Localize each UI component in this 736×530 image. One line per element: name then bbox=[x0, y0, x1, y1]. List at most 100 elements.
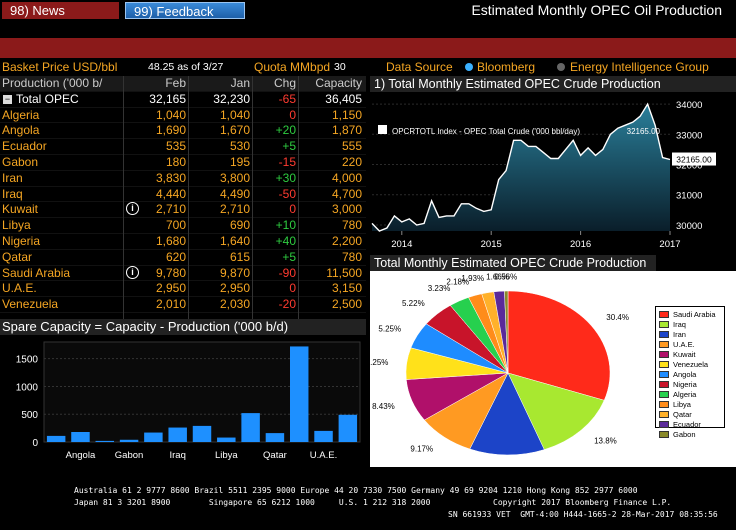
footer-session-line: SN 661933 VET GMT-4:00 H444-1665-2 28-Ma… bbox=[448, 510, 718, 519]
legend-label: Venezuela bbox=[673, 359, 709, 369]
legend-item: Saudi Arabia bbox=[659, 309, 721, 319]
pie-value-label: 0.56% bbox=[495, 272, 518, 281]
pie-value-label: 5.22% bbox=[402, 299, 425, 308]
col-header-chg[interactable]: Chg bbox=[273, 76, 296, 90]
basket-price-label: Basket Price USD/bbl bbox=[2, 60, 118, 74]
table-row[interactable]: U.A.E. 2,950 2,950 0 3,150 bbox=[0, 281, 366, 298]
legend-label: U.A.E. bbox=[673, 339, 695, 349]
legend-swatch bbox=[659, 410, 669, 418]
bar-iran bbox=[144, 432, 163, 442]
table-row[interactable]: Ecuador 535 530 +5 555 bbox=[0, 139, 366, 155]
legend-label: Ecuador bbox=[673, 419, 701, 429]
col-header-name[interactable]: Production ('000 b/ bbox=[2, 76, 103, 90]
row-jan: 2,950 bbox=[219, 281, 250, 296]
row-feb: 1,690 bbox=[155, 123, 186, 138]
pie-slice-iran bbox=[469, 372, 545, 456]
legend-swatch bbox=[659, 370, 669, 378]
row-jan: 530 bbox=[229, 139, 250, 154]
row-feb: 4,440 bbox=[155, 186, 186, 201]
line-legend: OPCRTOTL Index - OPEC Total Crude ('000 … bbox=[378, 125, 661, 136]
row-jan: 1,670 bbox=[219, 123, 250, 138]
line-chart-title[interactable]: 1) Total Monthly Estimated OPEC Crude Pr… bbox=[370, 76, 736, 92]
x-tick-label: 2014 bbox=[391, 239, 412, 250]
opec-production-line-chart[interactable]: 30000 31000 32000 33000 34000 2014 2015 2016 201… bbox=[370, 93, 736, 253]
row-jan: 195 bbox=[229, 154, 250, 169]
legend-item: Ecuador bbox=[659, 419, 721, 429]
col-header-jan[interactable]: Jan bbox=[230, 76, 250, 90]
top-toolbar bbox=[0, 38, 736, 58]
collapse-icon[interactable]: − bbox=[3, 93, 12, 104]
series-area bbox=[372, 104, 670, 231]
table-row[interactable]: Kuwait 2,710 2,710 0 3,000 i bbox=[0, 202, 366, 219]
legend-item: Kuwait bbox=[659, 349, 721, 359]
pie-value-label: 3.23% bbox=[428, 284, 451, 293]
table-row-total[interactable]: − Total OPEC 32,165 32,230 -65 36,405 bbox=[0, 92, 366, 108]
news-button[interactable]: 98) News bbox=[2, 2, 120, 19]
x-tick-label: Qatar bbox=[263, 450, 287, 461]
row-feb: 180 bbox=[165, 154, 186, 169]
bar-libya bbox=[217, 437, 236, 442]
source-eig[interactable]: Energy Intelligence Group bbox=[570, 60, 709, 74]
table-row[interactable]: Gabon 180 195 -15 220 bbox=[0, 155, 366, 171]
pie-chart-title: Total Monthly Estimated OPEC Crude Produ… bbox=[370, 255, 656, 271]
row-name: Libya bbox=[2, 218, 31, 233]
table-row[interactable]: Iraq 4,440 4,490 -50 4,700 bbox=[0, 187, 366, 203]
legend-label: Iraq bbox=[673, 319, 686, 329]
row-jan: 3,800 bbox=[219, 170, 250, 185]
legend-swatch bbox=[659, 340, 669, 348]
x-tick-label: Libya bbox=[215, 450, 238, 461]
y-tick-label: 31000 bbox=[676, 191, 702, 202]
legend-item: Qatar bbox=[659, 409, 721, 419]
last-value-label: 32165.00 bbox=[676, 155, 712, 165]
table-row[interactable]: Nigeria 1,680 1,640 +40 2,200 bbox=[0, 234, 366, 250]
legend-swatch bbox=[659, 430, 669, 438]
table-row[interactable]: Iran 3,830 3,800 +30 4,000 bbox=[0, 171, 366, 187]
bar-algeria bbox=[46, 435, 66, 442]
legend-label: Nigeria bbox=[673, 379, 697, 389]
page-title: Estimated Monthly OPEC Oil Production bbox=[471, 2, 722, 18]
legend-swatch bbox=[659, 380, 669, 388]
info-icon[interactable]: i bbox=[126, 202, 139, 216]
table-row[interactable]: Saudi Arabia 9,780 9,870 -90 11,500 i bbox=[0, 265, 366, 282]
row-feb: 32,165 bbox=[149, 91, 186, 106]
feedback-button[interactable]: 99) Feedback bbox=[125, 2, 245, 19]
legend-label: Kuwait bbox=[673, 349, 696, 359]
legend-label: Saudi Arabia bbox=[673, 309, 716, 319]
pie-value-label: 6.25% bbox=[370, 358, 388, 367]
source-bloomberg[interactable]: Bloomberg bbox=[477, 60, 536, 74]
legend-value: 32165.00 bbox=[627, 127, 661, 136]
row-feb: 700 bbox=[165, 218, 186, 233]
legend-swatch bbox=[659, 310, 669, 318]
table-row[interactable]: Algeria 1,040 1,040 0 1,150 bbox=[0, 108, 366, 124]
row-name: Qatar bbox=[2, 249, 33, 264]
opec-share-pie-chart: 30.4% 13.8% 11.9% 9.17% 8.43% 6.25% 5.25% 5.22%… bbox=[370, 272, 629, 467]
row-chg: +5 bbox=[282, 249, 296, 264]
y-tick-label: 30000 bbox=[676, 221, 702, 232]
table-row[interactable]: Libya 700 690 +10 780 bbox=[0, 218, 366, 234]
row-name: Nigeria bbox=[2, 233, 41, 248]
row-cap: 780 bbox=[341, 218, 362, 233]
row-feb: 3,830 bbox=[155, 170, 186, 185]
quota-value: 30 bbox=[334, 61, 346, 73]
row-name: Algeria bbox=[2, 107, 40, 122]
row-name: Iraq bbox=[2, 186, 23, 201]
row-jan: 1,640 bbox=[219, 233, 250, 248]
table-row[interactable]: Venezuela 2,010 2,030 -20 2,500 bbox=[0, 297, 366, 313]
x-tick-label: 2016 bbox=[570, 239, 591, 250]
legend-swatch bbox=[659, 390, 669, 398]
y-tick-label: 0 bbox=[32, 438, 38, 449]
col-header-capacity[interactable]: Capacity bbox=[315, 76, 362, 90]
legend-label: Qatar bbox=[673, 409, 692, 419]
bar-nigeria bbox=[241, 413, 260, 442]
col-header-feb[interactable]: Feb bbox=[165, 76, 186, 90]
table-row[interactable]: Qatar 620 615 +5 780 bbox=[0, 250, 366, 266]
row-chg: -50 bbox=[278, 186, 296, 201]
table-row[interactable]: Angola 1,690 1,670 +20 1,870 bbox=[0, 123, 366, 140]
series-line bbox=[371, 102, 671, 232]
radio-bloomberg-icon[interactable] bbox=[465, 63, 473, 71]
info-icon[interactable]: i bbox=[126, 265, 139, 279]
y-tick-label: 1000 bbox=[16, 382, 39, 393]
radio-eig-icon[interactable] bbox=[557, 63, 565, 71]
row-chg: -20 bbox=[278, 297, 296, 312]
row-name: Saudi Arabia bbox=[2, 265, 71, 280]
